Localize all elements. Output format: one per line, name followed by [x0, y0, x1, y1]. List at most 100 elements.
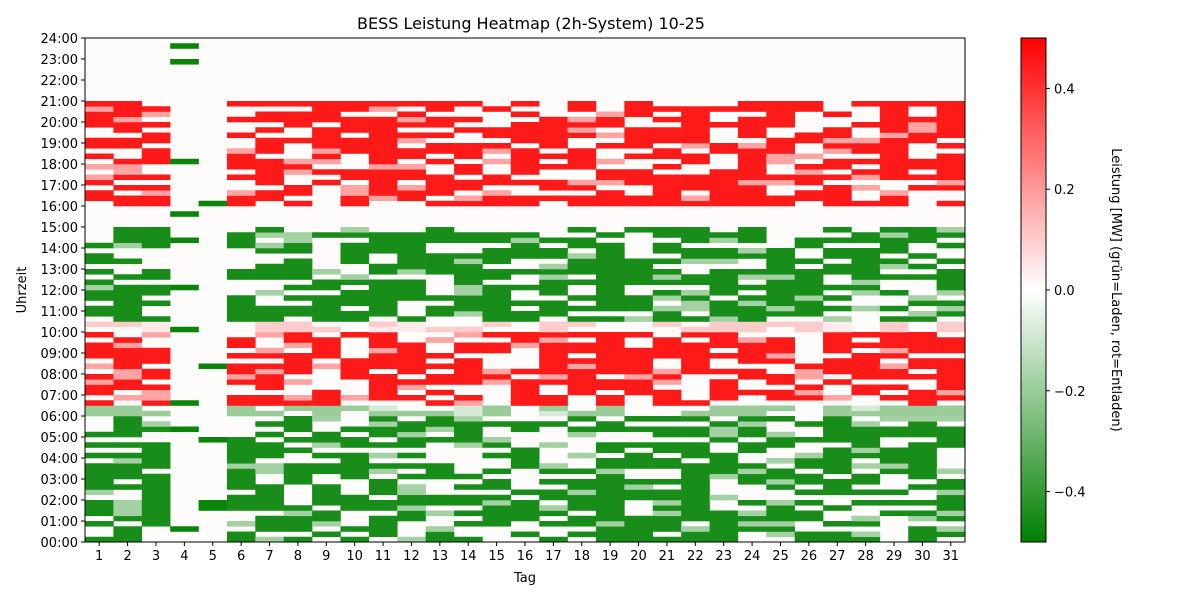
- heatmap-cell: [255, 505, 285, 511]
- heatmap-cell: [482, 500, 512, 506]
- heatmap-cell: [823, 358, 852, 364]
- heatmap-cell: [851, 437, 881, 443]
- heatmap-cell: [794, 473, 824, 480]
- heatmap-cell: [851, 536, 881, 543]
- heatmap-cell: [879, 290, 909, 296]
- heatmap-cell: [340, 174, 370, 181]
- heatmap-cell: [908, 421, 937, 427]
- colorbar-tick-label: −0.4: [1054, 486, 1086, 501]
- heatmap-cell: [482, 316, 512, 322]
- heatmap-cell: [823, 484, 852, 490]
- heatmap-cell: [141, 122, 171, 128]
- heatmap-cell: [595, 494, 625, 501]
- heatmap-cell: [539, 363, 568, 370]
- heatmap-cell: [737, 295, 767, 301]
- heatmap-cell: [681, 505, 710, 511]
- colorbar-tick-label: 0.4: [1054, 82, 1075, 97]
- heatmap-cell: [794, 274, 824, 280]
- heatmap-cell: [766, 101, 795, 107]
- heatmap-cell: [425, 410, 455, 417]
- heatmap-cell: [255, 158, 285, 165]
- heatmap-cell: [141, 190, 171, 196]
- colorbar: [1020, 37, 1047, 543]
- heatmap-cell: [85, 452, 114, 459]
- heatmap-cell: [283, 468, 313, 475]
- heatmap-cell: [823, 305, 852, 312]
- heatmap-cell: [368, 284, 398, 291]
- y-tick-label: 24:00: [41, 32, 78, 47]
- heatmap-cell: [567, 153, 597, 160]
- heatmap-cell: [368, 190, 398, 196]
- heatmap-cell: [652, 347, 682, 354]
- heatmap-cell: [879, 263, 909, 270]
- heatmap-cell: [255, 101, 285, 107]
- heatmap-cell: [681, 447, 710, 454]
- heatmap-cell: [823, 531, 852, 538]
- heatmap-cell: [113, 127, 143, 133]
- heatmap-cell: [595, 353, 625, 359]
- heatmap-cell: [823, 437, 852, 443]
- heatmap-cell: [709, 290, 739, 296]
- heatmap-cell: [85, 284, 114, 291]
- heatmap-cell: [312, 111, 341, 118]
- heatmap-cell: [879, 258, 909, 265]
- heatmap-cell: [255, 169, 285, 175]
- heatmap-cell: [397, 148, 426, 154]
- heatmap-cell: [454, 473, 483, 480]
- heatmap-cell: [908, 185, 937, 191]
- heatmap-cell: [85, 258, 114, 265]
- heatmap-cell: [908, 452, 937, 459]
- heatmap-cell: [879, 489, 909, 496]
- heatmap-cell: [879, 431, 909, 438]
- heatmap-cell: [936, 326, 966, 333]
- heatmap-cell: [85, 153, 114, 160]
- heatmap-cell: [851, 248, 881, 254]
- heatmap-cell: [454, 379, 483, 385]
- heatmap-cell: [397, 258, 426, 265]
- heatmap-cell: [312, 326, 341, 333]
- heatmap-cell: [85, 269, 114, 275]
- heatmap-cell: [454, 358, 483, 364]
- heatmap-cell: [709, 463, 739, 469]
- heatmap-cell: [340, 137, 370, 144]
- heatmap-cell: [113, 169, 143, 175]
- heatmap-cell: [851, 410, 881, 417]
- heatmap-cell: [113, 342, 143, 349]
- heatmap-cell: [709, 237, 739, 244]
- heatmap-cell: [141, 174, 171, 181]
- heatmap-cell: [652, 116, 682, 123]
- heatmap-cell: [454, 363, 483, 370]
- heatmap-cell: [368, 363, 398, 370]
- heatmap-cell: [226, 536, 256, 543]
- heatmap-cell: [283, 526, 313, 532]
- heatmap-cell: [879, 374, 909, 380]
- heatmap-cell: [368, 421, 398, 427]
- heatmap-cell: [595, 521, 625, 527]
- heatmap-cell: [539, 185, 568, 191]
- heatmap-cell: [709, 200, 739, 207]
- y-tick-label: 15:00: [41, 221, 78, 236]
- heatmap-cell: [397, 395, 426, 401]
- heatmap-cell: [766, 279, 795, 286]
- heatmap-cell: [709, 174, 739, 181]
- heatmap-cell: [113, 174, 143, 181]
- heatmap-cell: [170, 400, 199, 406]
- heatmap-cell: [397, 347, 426, 354]
- heatmap-cell: [539, 400, 568, 406]
- heatmap-cell: [312, 395, 341, 401]
- heatmap-cell: [312, 521, 341, 527]
- heatmap-cell: [681, 326, 710, 333]
- heatmap-cell: [170, 237, 199, 244]
- heatmap-cell: [283, 521, 313, 527]
- heatmap-cell: [170, 284, 199, 291]
- heatmap-cell: [113, 363, 143, 370]
- heatmap-cell: [283, 463, 313, 469]
- heatmap-cell: [141, 106, 171, 112]
- heatmap-cell: [510, 122, 540, 128]
- heatmap-cell: [851, 290, 881, 296]
- heatmap-cell: [368, 195, 398, 202]
- heatmap-cell: [283, 421, 313, 427]
- heatmap-cell: [368, 431, 398, 438]
- heatmap-cell: [823, 227, 852, 233]
- heatmap-cell: [936, 132, 966, 139]
